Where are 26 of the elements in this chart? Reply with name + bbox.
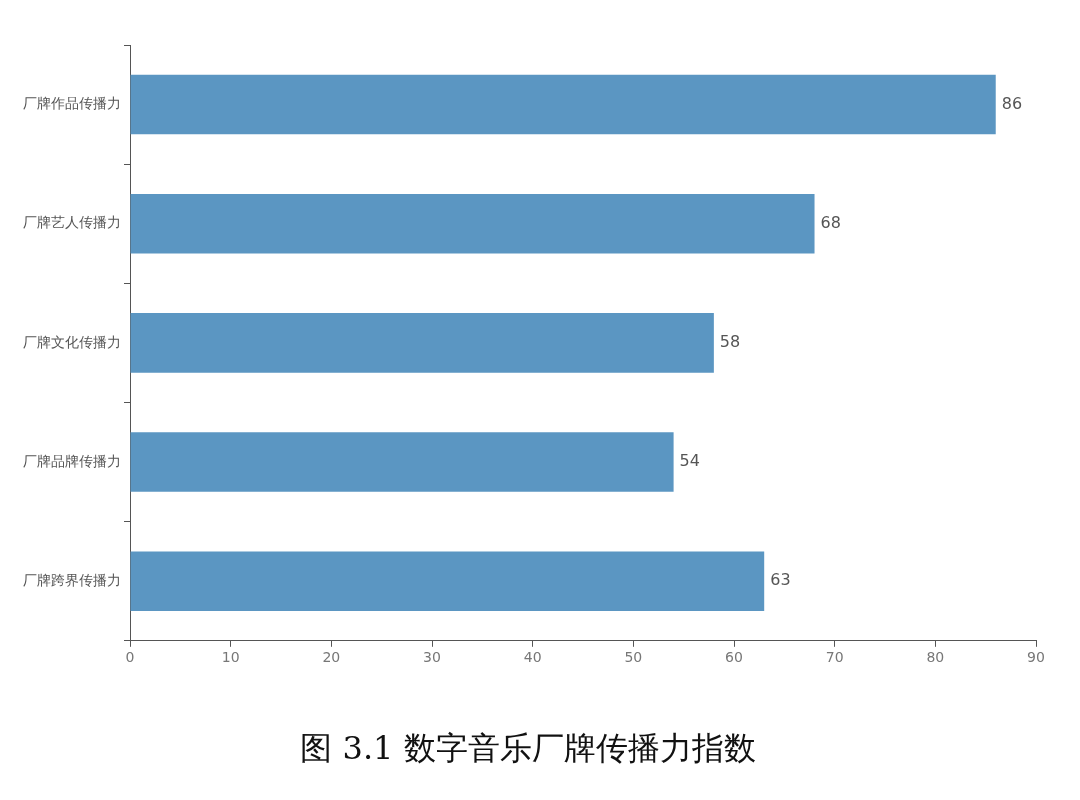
- x-tick-label: 50: [624, 648, 643, 665]
- y-tick-label: 厂牌文化传播力: [23, 333, 121, 350]
- x-tick-label: 20: [322, 648, 341, 665]
- y-tick-label: 厂牌品牌传播力: [23, 452, 121, 469]
- x-tick-label: 30: [423, 648, 441, 665]
- x-tick-label: 90: [1027, 648, 1045, 665]
- text: 图 3.1 数字音乐厂牌传播力指数: [300, 729, 756, 768]
- data-label: 54: [679, 451, 700, 471]
- data-label: 58: [719, 332, 741, 352]
- y-tick-label: 厂牌作品传播力: [23, 95, 121, 112]
- bar: [130, 74, 996, 135]
- x-tick-label: 70: [825, 648, 844, 665]
- y-tick-label: 厂牌艺人传播力: [23, 214, 121, 231]
- x-tick-label: 10: [221, 648, 240, 665]
- bar: [130, 193, 815, 254]
- x-tick-label: 40: [523, 648, 542, 665]
- x-tick-label: 0: [125, 648, 135, 665]
- data-label: 86: [1001, 93, 1023, 113]
- bar: [130, 432, 674, 492]
- x-tick-label: 60: [725, 648, 743, 665]
- data-label: 68: [820, 212, 841, 232]
- y-tick-label: 厂牌跨界传播力: [23, 571, 121, 588]
- data-label: 63: [770, 570, 791, 590]
- bar: [130, 313, 714, 373]
- bar: [130, 551, 765, 612]
- x-tick-label: 80: [926, 648, 945, 665]
